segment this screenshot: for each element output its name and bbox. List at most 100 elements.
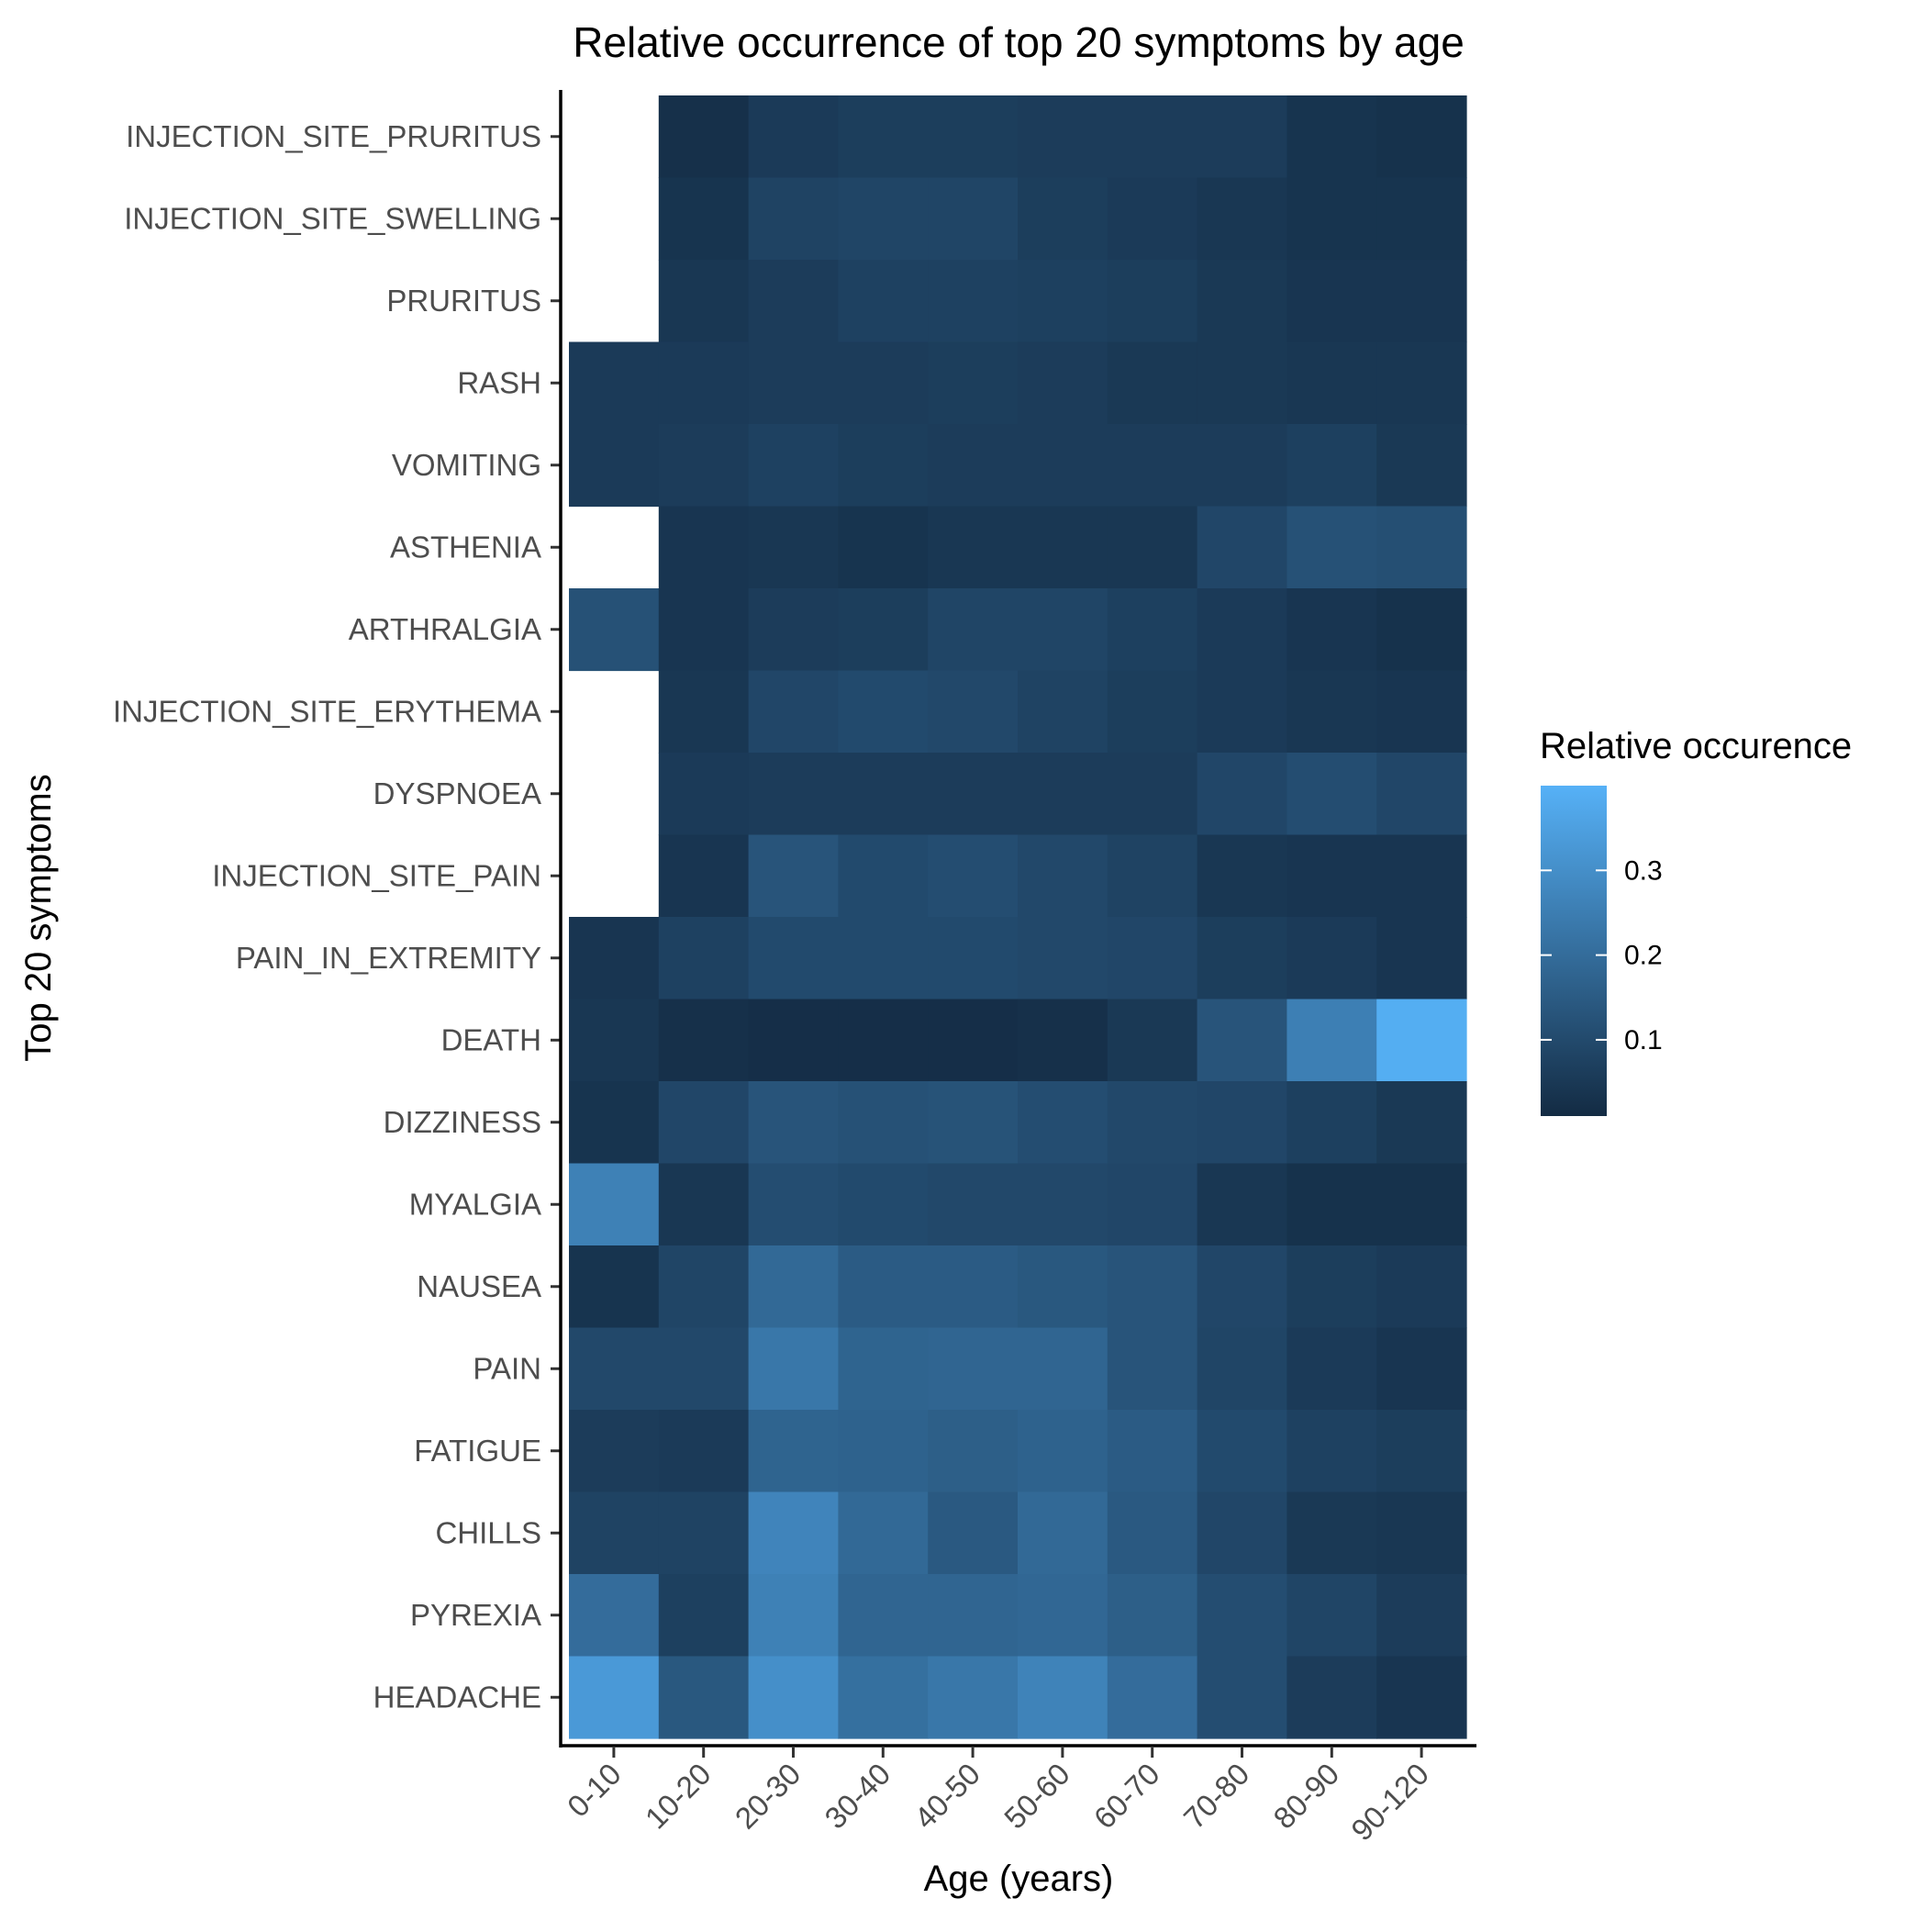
legend-tick-label: 0.2 bbox=[1624, 941, 1663, 971]
heatmap-cell bbox=[569, 1327, 660, 1411]
heatmap-cell bbox=[928, 1327, 1019, 1411]
heatmap-cell bbox=[1107, 177, 1198, 261]
y-tick-label: INJECTION_SITE_ERYTHEMA bbox=[113, 694, 541, 728]
heatmap-cell bbox=[658, 670, 750, 754]
heatmap-cell bbox=[838, 260, 929, 343]
heatmap-cell bbox=[748, 1574, 839, 1658]
heatmap-cell bbox=[1376, 1327, 1467, 1411]
heatmap-cell bbox=[838, 1081, 929, 1165]
heatmap-cell bbox=[1018, 1574, 1108, 1658]
heatmap-cell bbox=[1018, 506, 1108, 589]
heatmap-cell bbox=[1376, 1491, 1467, 1575]
heatmap-cell bbox=[1287, 1491, 1377, 1575]
heatmap-cell bbox=[1018, 95, 1108, 179]
heatmap-cell bbox=[1018, 753, 1108, 836]
heatmap-cell bbox=[838, 1245, 929, 1329]
y-tick-label: NAUSEA bbox=[417, 1269, 541, 1303]
heatmap-cell bbox=[838, 1491, 929, 1575]
heatmap-cell bbox=[569, 1656, 660, 1739]
heatmap-cell bbox=[1018, 588, 1108, 672]
heatmap-cell bbox=[928, 917, 1019, 1000]
heatmap-cell bbox=[1376, 834, 1467, 918]
heatmap-cell bbox=[1197, 917, 1287, 1000]
y-tick-label: CHILLS bbox=[435, 1515, 541, 1549]
y-tick-label: MYALGIA bbox=[409, 1187, 541, 1221]
heatmap-cell bbox=[1197, 834, 1287, 918]
heatmap-cell bbox=[1287, 1574, 1377, 1658]
y-axis-title: Top 20 symptoms bbox=[18, 774, 59, 1061]
heatmap-cell bbox=[1018, 424, 1108, 508]
x-tick-label: 90-120 bbox=[1344, 1757, 1435, 1848]
y-tick-label: ASTHENIA bbox=[390, 530, 541, 564]
heatmap-cell bbox=[928, 1081, 1019, 1165]
legend-colorbar bbox=[1541, 786, 1607, 1116]
heatmap-cell bbox=[658, 1656, 750, 1739]
heatmap-cell bbox=[1287, 1656, 1377, 1739]
heatmap-cell bbox=[1107, 1081, 1198, 1165]
heatmap-cell bbox=[658, 1491, 750, 1575]
y-tick-label: DYSPNOEA bbox=[373, 776, 541, 810]
y-tick-label: INJECTION_SITE_PAIN bbox=[212, 858, 541, 892]
legend-title: Relative occurence bbox=[1540, 726, 1852, 766]
x-tick-label: 80-90 bbox=[1266, 1757, 1345, 1836]
heatmap-cell bbox=[838, 588, 929, 672]
heatmap-cell bbox=[1107, 1410, 1198, 1493]
legend-ticks: 0.1 0.2 0.3 bbox=[1541, 855, 1663, 1055]
x-tick-label: 30-40 bbox=[818, 1757, 897, 1836]
heatmap-cell bbox=[1107, 670, 1198, 754]
heatmap-cell bbox=[1197, 670, 1287, 754]
heatmap-cell bbox=[928, 999, 1019, 1082]
heatmap-cell bbox=[1197, 1327, 1287, 1411]
heatmap-cell bbox=[658, 424, 750, 508]
heatmap-cell bbox=[838, 95, 929, 179]
heatmap-cell bbox=[1018, 670, 1108, 754]
heatmap-cell bbox=[1376, 506, 1467, 589]
heatmap-cell bbox=[1107, 1656, 1198, 1739]
heatmap-cell bbox=[1376, 670, 1467, 754]
heatmap-cell bbox=[1107, 424, 1198, 508]
heatmap-cell bbox=[928, 424, 1019, 508]
heatmap-cell bbox=[1197, 177, 1287, 261]
heatmap-cell bbox=[1018, 260, 1108, 343]
heatmap-cell bbox=[1287, 260, 1377, 343]
heatmap-cell bbox=[1197, 1245, 1287, 1329]
heatmap-cell bbox=[1018, 1656, 1108, 1739]
heatmap-cell bbox=[1376, 1656, 1467, 1739]
heatmap-cell bbox=[748, 917, 839, 1000]
heatmap-cell bbox=[1287, 670, 1377, 754]
heatmap-cell bbox=[1376, 177, 1467, 261]
heatmap-cell bbox=[928, 753, 1019, 836]
y-tick-label: INJECTION_SITE_SWELLING bbox=[124, 201, 541, 235]
y-tick-label: DIZZINESS bbox=[384, 1105, 541, 1139]
color-legend: Relative occurence 0.1 0.2 0.3 bbox=[1540, 726, 1852, 1116]
y-tick-label: FATIGUE bbox=[414, 1434, 541, 1468]
heatmap-cell bbox=[658, 95, 750, 179]
heatmap-cell bbox=[928, 1574, 1019, 1658]
heatmap-cell bbox=[1107, 506, 1198, 589]
y-tick-label: HEADACHE bbox=[373, 1680, 541, 1714]
x-tick-label: 70-80 bbox=[1177, 1757, 1256, 1836]
heatmap-cell bbox=[569, 1081, 660, 1165]
y-tick-label: PRURITUS bbox=[386, 284, 541, 318]
heatmap-cell bbox=[569, 424, 660, 508]
heatmap-cell bbox=[1107, 999, 1198, 1082]
heatmap-cell bbox=[1197, 1656, 1287, 1739]
heatmap-cell bbox=[1197, 95, 1287, 179]
chart-title: Relative occurrence of top 20 symptoms b… bbox=[573, 18, 1465, 66]
heatmap-cell bbox=[1287, 588, 1377, 672]
heatmap-cell bbox=[569, 1410, 660, 1493]
heatmap-cell bbox=[1107, 1163, 1198, 1246]
y-tick-label: DEATH bbox=[441, 1022, 541, 1056]
heatmap-cell bbox=[748, 1081, 839, 1165]
y-tick-label: VOMITING bbox=[392, 448, 541, 482]
heatmap-cell bbox=[569, 588, 660, 672]
heatmap-cell bbox=[748, 1163, 839, 1246]
heatmap-cell bbox=[928, 1491, 1019, 1575]
heatmap-cell bbox=[1376, 588, 1467, 672]
heatmap-cell bbox=[1287, 834, 1377, 918]
heatmap-cell bbox=[928, 341, 1019, 425]
heatmap-cell bbox=[1018, 177, 1108, 261]
heatmap-cell bbox=[838, 341, 929, 425]
heatmap-cell bbox=[1287, 1245, 1377, 1329]
heatmap-cell bbox=[658, 1081, 750, 1165]
